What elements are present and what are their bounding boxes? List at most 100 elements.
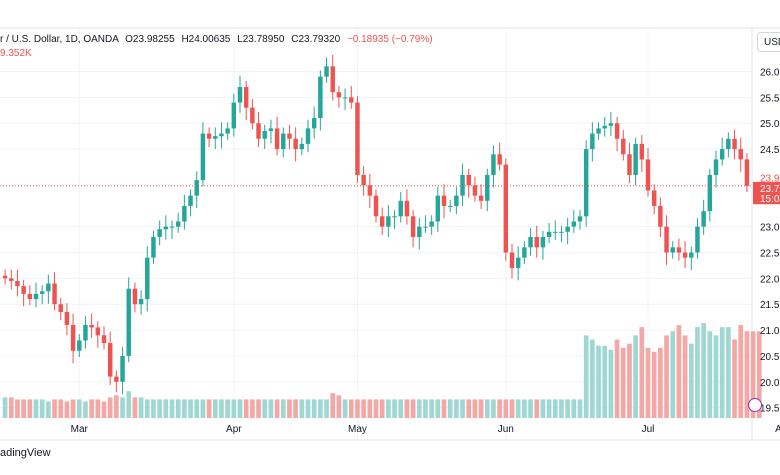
volume-bar: [577, 399, 583, 418]
volume-bar: [70, 399, 76, 418]
candle-body: [342, 97, 348, 99]
volume-bar: [355, 399, 360, 418]
candle-body: [546, 231, 552, 237]
candle-body: [58, 304, 63, 312]
candle-body: [2, 275, 8, 279]
volume-bar: [120, 397, 125, 418]
y-tick-label: 22.5: [760, 249, 780, 260]
volume-bar: [676, 325, 682, 418]
candle-body: [169, 226, 175, 228]
volume-bar: [138, 397, 144, 418]
candle-body: [460, 174, 465, 196]
candle-body: [243, 87, 249, 108]
volume-bar: [52, 399, 57, 418]
candle-body: [293, 138, 298, 150]
volume-bar: [287, 399, 292, 418]
volume-bar: [503, 399, 509, 418]
volume-bar: [188, 399, 193, 418]
volume-bar: [484, 399, 490, 418]
candle-body: [497, 154, 502, 165]
volume-bar: [126, 391, 132, 418]
candle-body: [466, 174, 471, 186]
volume-bar: [540, 399, 546, 418]
candle-body: [318, 76, 323, 119]
volume-bar: [435, 399, 441, 418]
candle-body: [713, 159, 719, 175]
candle-body: [658, 205, 663, 227]
volume-bar: [318, 399, 323, 418]
candle-body: [577, 216, 583, 222]
volume-bar: [454, 399, 459, 418]
x-tick-label: Jun: [498, 424, 514, 435]
candle-body: [522, 247, 527, 258]
volume-bar: [386, 399, 391, 418]
volume-bar: [274, 399, 280, 418]
price-tag-label: 23.9: [760, 174, 780, 185]
volume-bar: [225, 399, 230, 418]
candle-body: [250, 107, 255, 124]
candle-body: [596, 128, 601, 134]
y-tick-label: 26.0: [760, 68, 780, 79]
volume-bar: [175, 399, 181, 418]
candle-body: [77, 340, 82, 351]
volume-bar: [645, 347, 651, 418]
volume-bar: [89, 399, 94, 418]
volume-bar: [750, 331, 756, 418]
candle-body: [738, 149, 743, 160]
y-tick-label: 20.0: [760, 378, 780, 389]
candle-body: [256, 123, 261, 139]
volume-bar: [460, 399, 465, 418]
volume-bar: [651, 351, 657, 418]
y-tick-label: 20.5: [760, 352, 780, 363]
volume-bar: [305, 399, 311, 418]
volume-bar: [107, 397, 113, 418]
volume-bar: [726, 327, 731, 418]
candle-body: [46, 283, 51, 292]
candle-body: [651, 190, 657, 206]
volume-bar: [571, 399, 577, 418]
candle-body: [373, 195, 379, 217]
volume-bar: [231, 399, 237, 418]
volume-bar: [163, 399, 169, 418]
candle-body: [719, 149, 725, 160]
volume-bar: [243, 399, 249, 418]
volume-bar: [200, 399, 206, 418]
candle-body: [83, 324, 88, 341]
volume-bar: [367, 399, 373, 418]
volume-bar: [373, 399, 379, 418]
volume-bar: [361, 399, 366, 418]
volume-bar: [95, 399, 101, 418]
volume-bar: [311, 399, 317, 418]
volume-bar: [466, 399, 472, 418]
candle-body: [21, 286, 26, 294]
volume-bar: [83, 401, 88, 418]
candle-body: [744, 159, 750, 186]
candle-body: [707, 174, 713, 212]
currency-button[interactable]: USD: [757, 32, 780, 52]
price-tag-box: [753, 171, 780, 184]
volume-bar: [429, 399, 434, 418]
candle-body: [429, 221, 434, 227]
compare-circle-icon[interactable]: [748, 398, 762, 412]
candle-body: [175, 221, 181, 227]
candle-body: [435, 195, 441, 222]
volume-bar: [182, 399, 187, 418]
candle-body: [614, 123, 620, 139]
volume-bar: [478, 399, 484, 418]
candle-body: [602, 125, 607, 129]
volume-bar: [701, 323, 706, 418]
volume-bar: [559, 399, 564, 418]
candle-body: [101, 335, 107, 344]
candle-body: [206, 133, 212, 139]
candle-body: [305, 128, 311, 144]
candle-body: [52, 283, 57, 305]
volume-bar: [627, 343, 632, 418]
high-value: H24.00635: [181, 34, 231, 45]
candle-body: [559, 231, 564, 233]
brand-footer[interactable]: adingView: [0, 447, 51, 459]
volume-bar: [144, 399, 150, 418]
volume-bar: [602, 345, 608, 418]
volume-bar: [256, 399, 261, 418]
candle-body: [410, 216, 416, 237]
